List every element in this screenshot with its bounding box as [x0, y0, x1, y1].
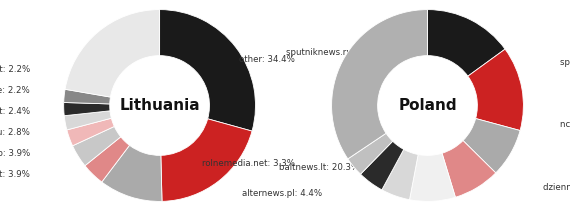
Wedge shape — [442, 141, 496, 197]
Text: news-front.info: 3.9%: news-front.info: 3.9% — [0, 149, 30, 158]
Text: rolnemedia.net: 3.3%: rolnemedia.net: 3.3% — [202, 158, 295, 168]
Wedge shape — [102, 145, 162, 202]
Wedge shape — [428, 9, 505, 76]
Text: baltnews.lt: 20.3%: baltnews.lt: 20.3% — [279, 163, 360, 172]
Wedge shape — [64, 103, 110, 116]
Text: sputniknews.com: 14.2%: sputniknews.com: 14.2% — [560, 58, 570, 67]
Wedge shape — [409, 153, 455, 202]
Text: sputniknews.ru: 29.3%: sputniknews.ru: 29.3% — [286, 48, 385, 57]
Text: na.ru: 2.8%: na.ru: 2.8% — [0, 128, 30, 137]
Wedge shape — [85, 137, 129, 182]
Text: ldiena.lt: 2.2%: ldiena.lt: 2.2% — [0, 65, 30, 74]
Text: nczas.com: 8.2%: nczas.com: 8.2% — [560, 120, 570, 129]
Wedge shape — [72, 126, 121, 166]
Wedge shape — [160, 9, 255, 131]
Text: baltnews.ee: 2.2%: baltnews.ee: 2.2% — [0, 86, 30, 95]
Text: sputniknews.lt: 3.9%: sputniknews.lt: 3.9% — [0, 170, 30, 179]
Text: alternews.pl: 4.4%: alternews.pl: 4.4% — [242, 189, 322, 198]
Text: dziennik-polityczny.com: 7.9%: dziennik-polityczny.com: 7.9% — [543, 183, 570, 192]
Wedge shape — [361, 141, 404, 190]
Text: infa.lt: 2.4%: infa.lt: 2.4% — [0, 107, 30, 116]
Text: Lithuania: Lithuania — [119, 98, 200, 113]
Wedge shape — [161, 119, 252, 201]
Wedge shape — [64, 89, 111, 104]
Wedge shape — [348, 133, 393, 174]
Wedge shape — [382, 149, 418, 200]
Wedge shape — [332, 9, 428, 159]
Wedge shape — [468, 49, 523, 131]
Text: Poland: Poland — [398, 98, 457, 113]
Wedge shape — [67, 118, 115, 146]
Wedge shape — [64, 111, 111, 130]
Wedge shape — [65, 9, 160, 97]
Text: other: 34.4%: other: 34.4% — [239, 55, 295, 64]
Wedge shape — [463, 119, 520, 173]
